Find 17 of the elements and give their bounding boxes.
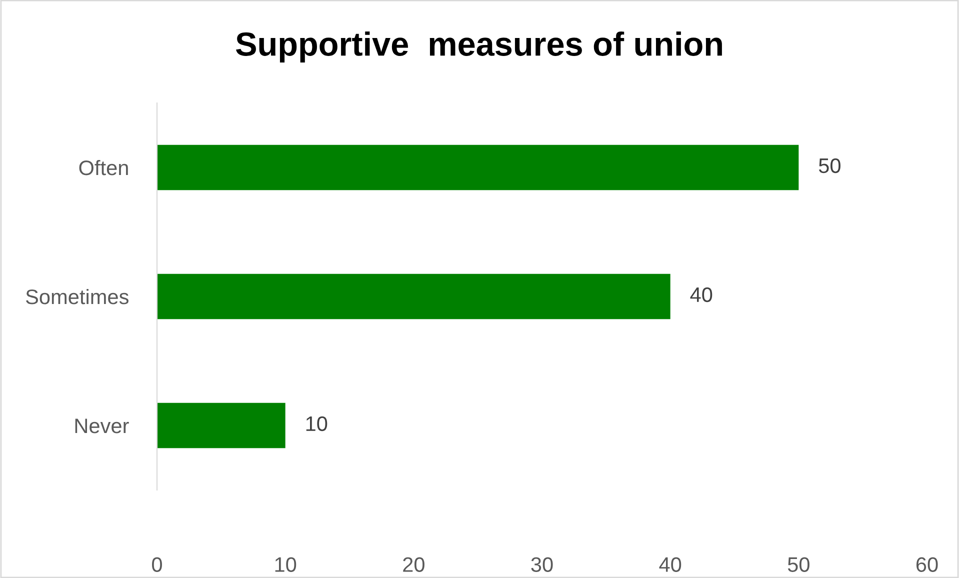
x-tick-label: 20 <box>403 557 424 572</box>
x-tick-label: 0 <box>152 557 162 572</box>
y-tick-label: Sometimes <box>26 288 128 304</box>
x-tick-label: 10 <box>275 557 296 572</box>
bar <box>157 274 670 320</box>
bar <box>157 402 286 448</box>
x-tick-label: 40 <box>659 557 682 572</box>
y-tick-label: Often <box>79 160 128 176</box>
x-tick-label: 60 <box>916 557 938 572</box>
x-tick-label: 30 <box>531 557 553 572</box>
y-tick-label: Never <box>75 418 129 434</box>
data-label: 40 <box>690 287 712 302</box>
data-label: 10 <box>306 416 328 432</box>
chart-title: Supportive measures of union <box>236 31 722 63</box>
x-tick-label: 50 <box>788 557 810 572</box>
bar <box>157 144 799 190</box>
data-label: 50 <box>818 158 840 174</box>
